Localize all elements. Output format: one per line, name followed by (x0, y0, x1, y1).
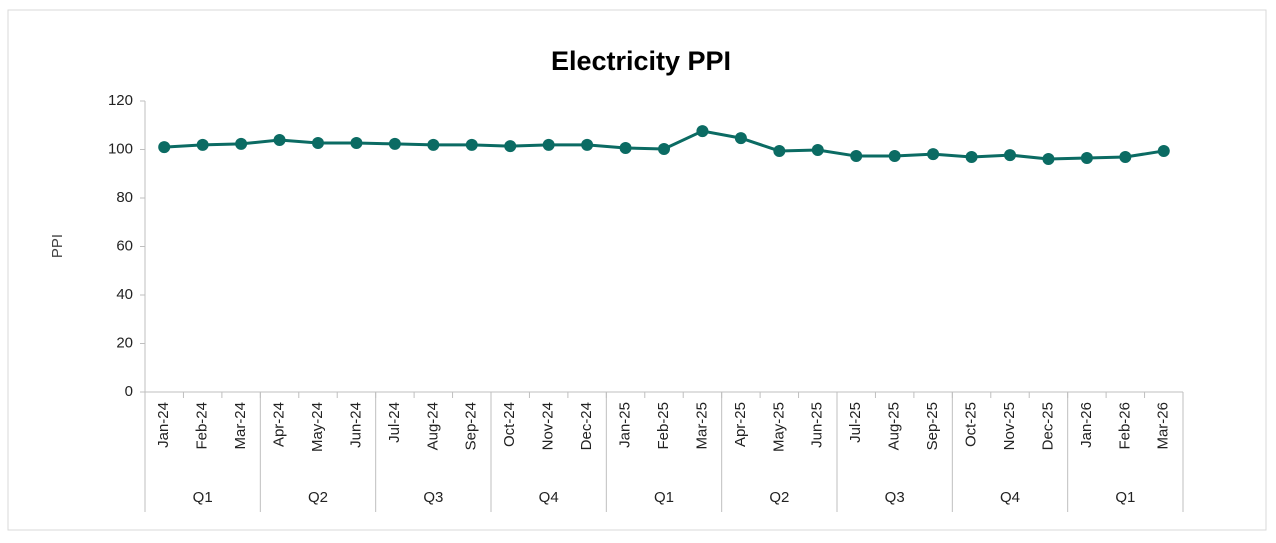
marker (1042, 152, 1055, 165)
x-tick-label: Nov-25 (1001, 402, 1018, 450)
marker (273, 134, 286, 147)
x-tick-label: Jan-24 (155, 402, 172, 448)
marker (696, 125, 709, 138)
marker (388, 137, 401, 150)
x-tick-label: Aug-24 (424, 402, 441, 450)
x-tick-label: Jan-25 (617, 402, 634, 448)
chart-title: Electricity PPI (551, 46, 731, 76)
group-label: Q3 (423, 489, 443, 506)
marker (658, 143, 670, 156)
marker (773, 144, 786, 157)
x-tick-label: Dec-25 (1039, 402, 1056, 450)
marker (850, 150, 863, 163)
x-tick-label: Dec-24 (578, 402, 595, 450)
x-tick-label: Jun-24 (347, 402, 364, 448)
group-label: Q1 (1115, 489, 1135, 506)
group-label: Q1 (193, 489, 213, 506)
marker (734, 132, 747, 145)
marker (1157, 144, 1170, 157)
marker (927, 148, 940, 161)
y-tick-label: 40 (116, 286, 133, 303)
y-tick-label: 120 (108, 92, 133, 109)
x-tick-label: Aug-25 (886, 402, 903, 450)
x-tick-label: Apr-24 (271, 402, 288, 447)
marker (427, 138, 440, 151)
x-tick-label: Feb-25 (655, 402, 672, 450)
marker (196, 138, 209, 151)
y-tick-label: 20 (116, 334, 133, 351)
marker (504, 140, 517, 153)
y-tick-label: 60 (116, 237, 133, 254)
x-tick-label: Feb-26 (1116, 402, 1133, 450)
marker (581, 138, 594, 151)
marker (619, 142, 632, 155)
marker (542, 138, 555, 151)
y-axis-label: PPI (49, 234, 66, 258)
marker (350, 136, 363, 149)
x-tick-label: Mar-26 (1155, 402, 1172, 450)
marker (235, 137, 248, 150)
marker (811, 143, 824, 156)
x-tick-label: Jul-25 (847, 402, 864, 443)
group-label: Q4 (1000, 489, 1020, 506)
x-tick-label: May-25 (770, 402, 787, 452)
marker (1080, 151, 1093, 164)
x-tick-label: Nov-24 (540, 402, 557, 450)
x-tick-label: Mar-25 (693, 402, 710, 450)
chart-frame (7, 9, 1267, 531)
group-label: Q2 (308, 489, 328, 506)
marker (1004, 149, 1016, 162)
x-tick-label: Jan-26 (1078, 402, 1095, 448)
marker (888, 150, 901, 163)
group-label: Q3 (885, 489, 905, 506)
x-tick-label: Jun-25 (809, 402, 826, 448)
x-tick-label: Apr-25 (732, 402, 749, 447)
x-tick-label: Oct-25 (963, 402, 980, 447)
marker (312, 136, 324, 149)
x-tick-label: Mar-24 (232, 402, 249, 450)
marker (158, 141, 171, 154)
group-label: Q4 (539, 489, 559, 506)
group-label: Q2 (769, 489, 789, 506)
x-tick-label: Oct-24 (501, 402, 518, 447)
x-tick-label: May-24 (309, 402, 326, 452)
group-label: Q1 (654, 489, 674, 506)
marker (1119, 151, 1132, 164)
x-tick-label: Sep-24 (463, 402, 480, 450)
marker (965, 151, 978, 164)
y-tick-label: 80 (116, 189, 133, 206)
x-tick-label: Feb-24 (194, 402, 211, 450)
y-tick-label: 0 (125, 383, 133, 400)
x-tick-label: Jul-24 (386, 402, 403, 443)
y-tick-label: 100 (108, 140, 133, 157)
x-tick-label: Sep-25 (924, 402, 941, 450)
marker (465, 138, 478, 151)
